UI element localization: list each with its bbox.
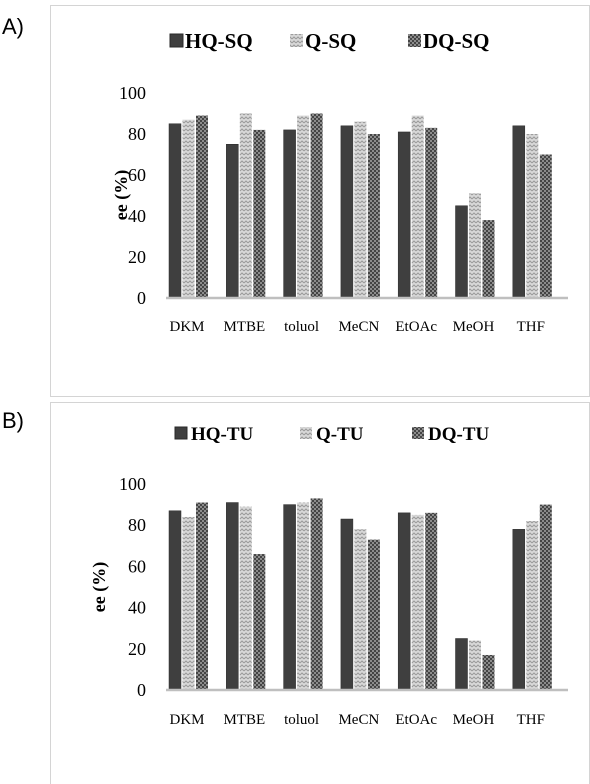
bar-dq-tu-toluol <box>310 498 323 690</box>
bar-q-sq-toluol <box>297 115 310 298</box>
bar-dq-tu-etoac <box>425 512 438 690</box>
x-category-label: DKM <box>169 712 204 728</box>
y-tick-label: 80 <box>128 124 146 144</box>
x-category-label: MeOH <box>453 319 495 335</box>
legend-swatch-dq-tu <box>412 427 424 439</box>
legend-label-hq-sq: HQ-SQ <box>185 29 253 53</box>
y-axis-label: ee (%) <box>89 562 110 612</box>
bar-q-tu-meoh <box>469 640 481 690</box>
bar-q-tu-toluol <box>297 502 310 690</box>
bar-dq-sq-etoac <box>425 127 438 298</box>
bar-dq-tu-thf <box>539 504 552 690</box>
y-tick-label: 40 <box>128 206 146 226</box>
x-category-label: EtOAc <box>395 712 437 728</box>
bar-dq-tu-meoh <box>482 654 495 690</box>
bar-hq-tu-thf <box>512 529 526 691</box>
x-category-label: MeCN <box>338 712 379 728</box>
bar-dq-sq-mecn <box>367 134 380 298</box>
legend-label-dq-sq: DQ-SQ <box>423 29 490 53</box>
x-category-label: THF <box>517 712 545 728</box>
legend-label-hq-tu: HQ-TU <box>191 424 254 445</box>
bar-q-tu-thf <box>526 521 539 690</box>
x-category-label: MeOH <box>453 712 495 728</box>
bar-q-sq-etoac <box>411 115 424 298</box>
bar-q-tu-dkm <box>182 516 195 690</box>
bar-dq-sq-meoh <box>482 220 495 298</box>
y-tick-label: 0 <box>137 680 146 700</box>
bar-hq-tu-toluol <box>283 504 296 691</box>
bar-hq-tu-dkm <box>168 510 182 691</box>
y-axis-label: ee (%) <box>111 170 132 220</box>
legend-swatch-dq-sq <box>408 34 421 47</box>
bar-hq-tu-meoh <box>455 638 468 691</box>
y-tick-label: 20 <box>128 639 146 659</box>
bar-q-sq-thf <box>526 134 539 298</box>
bar-dq-tu-dkm <box>196 502 208 690</box>
bar-q-tu-mecn <box>354 529 367 690</box>
y-tick-label: 40 <box>128 598 146 618</box>
bar-dq-sq-toluol <box>310 113 323 298</box>
bar-q-sq-meoh <box>469 193 481 298</box>
x-category-label: MeCN <box>338 319 379 335</box>
legend-label-dq-tu: DQ-TU <box>428 424 490 445</box>
x-category-label: DKM <box>169 319 204 335</box>
y-tick-label: 100 <box>119 474 146 494</box>
y-tick-label: 60 <box>128 165 146 185</box>
panel-a-label: A) <box>2 14 24 39</box>
bar-q-sq-dkm <box>182 119 195 299</box>
y-tick-label: 100 <box>119 83 146 103</box>
bar-q-tu-etoac <box>411 514 424 690</box>
bar-hq-tu-mecn <box>340 518 354 691</box>
bar-dq-sq-mtbe <box>253 129 266 298</box>
legend-label-q-tu: Q-TU <box>316 424 364 445</box>
bar-hq-tu-mtbe <box>226 502 239 691</box>
x-category-label: toluol <box>284 319 319 335</box>
x-category-label: MTBE <box>223 712 265 728</box>
x-category-label: THF <box>517 319 545 335</box>
legend-swatch-q-tu <box>300 427 312 439</box>
bar-dq-sq-thf <box>539 154 552 298</box>
bar-q-sq-mtbe <box>239 113 252 298</box>
legend-swatch-q-sq <box>290 34 303 47</box>
bar-q-sq-mecn <box>354 121 367 298</box>
panel-b-label: B) <box>2 408 24 433</box>
bar-q-tu-mtbe <box>239 506 252 690</box>
y-tick-label: 20 <box>128 247 146 267</box>
y-tick-label: 60 <box>128 556 146 576</box>
y-tick-label: 80 <box>128 515 146 535</box>
y-tick-label: 0 <box>137 288 146 308</box>
legend-swatch-hq-tu <box>174 426 188 440</box>
bar-hq-tu-etoac <box>397 512 411 691</box>
chart-a: HQ-SQ Q-SQ DQ-SQ ee (%) 0 20 40 60 80 100 DKM MTBE t… <box>111 29 568 335</box>
x-category-label: EtOAc <box>395 319 437 335</box>
bar-dq-tu-mecn <box>367 539 380 690</box>
legend-swatch-hq-sq <box>169 33 184 48</box>
x-category-label: toluol <box>284 712 319 728</box>
legend-label-q-sq: Q-SQ <box>305 29 356 53</box>
bar-dq-sq-dkm <box>196 115 208 298</box>
bar-dq-tu-mtbe <box>253 554 266 690</box>
x-category-label: MTBE <box>223 319 265 335</box>
